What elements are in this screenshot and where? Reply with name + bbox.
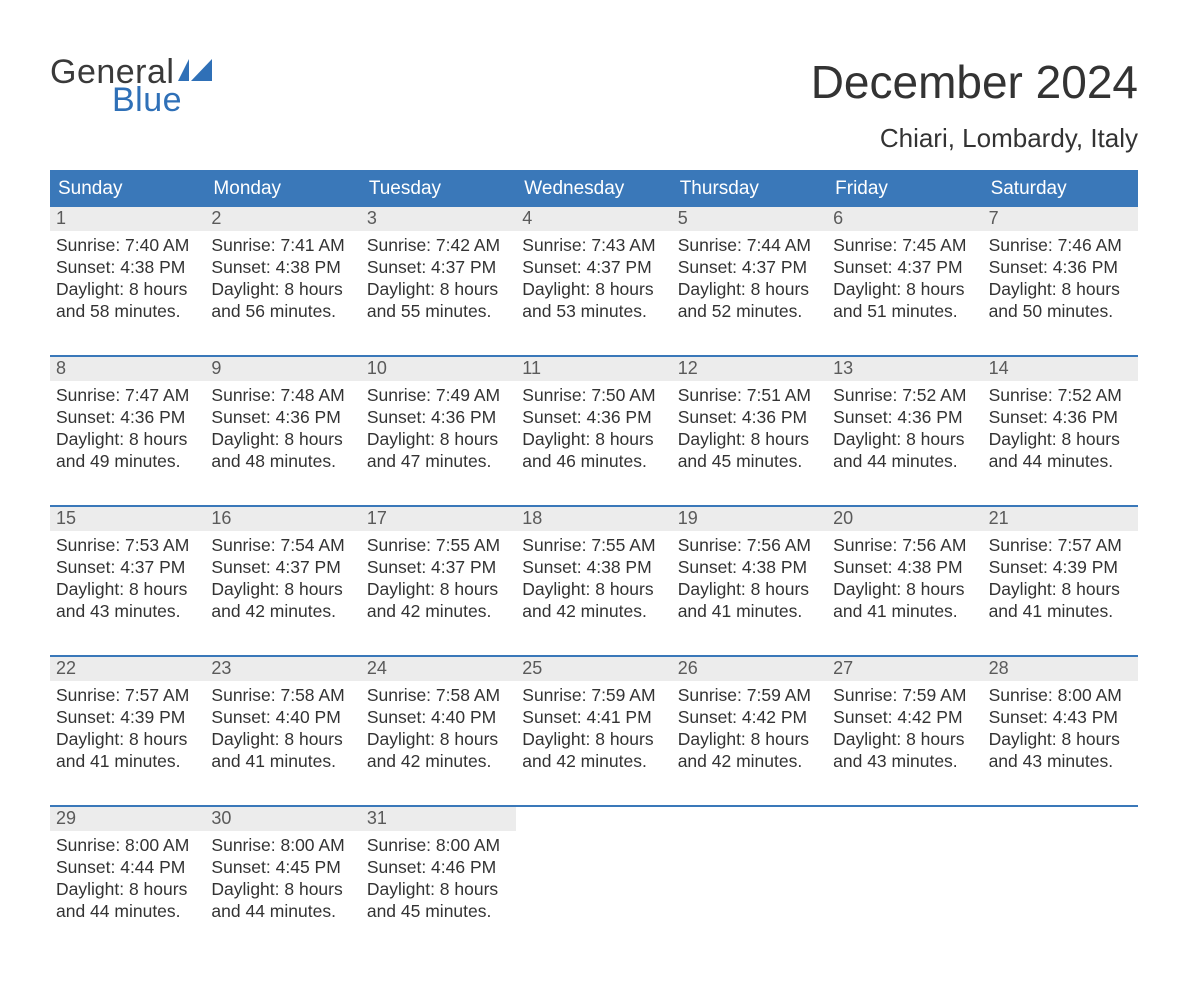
day-cell: Sunrise: 7:47 AMSunset: 4:36 PMDaylight:… (50, 381, 205, 491)
day-cell: Sunrise: 7:56 AMSunset: 4:38 PMDaylight:… (672, 531, 827, 641)
day-cell: Sunrise: 7:52 AMSunset: 4:36 PMDaylight:… (827, 381, 982, 491)
day-cell: Sunrise: 7:49 AMSunset: 4:36 PMDaylight:… (361, 381, 516, 491)
day-cell (516, 831, 671, 941)
day-cell: Sunrise: 8:00 AMSunset: 4:43 PMDaylight:… (983, 681, 1138, 791)
location-text: Chiari, Lombardy, Italy (811, 123, 1138, 154)
day-cell (983, 831, 1138, 941)
day-number: 23 (205, 657, 360, 681)
weekday-header: Tuesday (361, 172, 516, 207)
day-number: 27 (827, 657, 982, 681)
day-cell: Sunrise: 7:53 AMSunset: 4:37 PMDaylight:… (50, 531, 205, 641)
day-number: 21 (983, 507, 1138, 531)
day-number: 28 (983, 657, 1138, 681)
day-cell: Sunrise: 7:57 AMSunset: 4:39 PMDaylight:… (50, 681, 205, 791)
day-number: 22 (50, 657, 205, 681)
day-cell: Sunrise: 7:55 AMSunset: 4:38 PMDaylight:… (516, 531, 671, 641)
day-number: 29 (50, 807, 205, 831)
day-number: 12 (672, 357, 827, 381)
calendar-page: General Blue December 2024 Chiari, Lomba… (0, 0, 1188, 981)
weekday-header: Wednesday (516, 172, 671, 207)
day-cell: Sunrise: 7:59 AMSunset: 4:42 PMDaylight:… (827, 681, 982, 791)
day-cell: Sunrise: 7:58 AMSunset: 4:40 PMDaylight:… (361, 681, 516, 791)
day-cell: Sunrise: 8:00 AMSunset: 4:45 PMDaylight:… (205, 831, 360, 941)
day-cell: Sunrise: 7:58 AMSunset: 4:40 PMDaylight:… (205, 681, 360, 791)
day-cell: Sunrise: 7:41 AMSunset: 4:38 PMDaylight:… (205, 231, 360, 341)
day-number: 15 (50, 507, 205, 531)
logo: General Blue (50, 55, 212, 117)
logo-text-blue: Blue (112, 83, 212, 117)
weekday-header: Thursday (672, 172, 827, 207)
day-number: 9 (205, 357, 360, 381)
day-cell (827, 831, 982, 941)
day-cell: Sunrise: 7:48 AMSunset: 4:36 PMDaylight:… (205, 381, 360, 491)
day-number: 4 (516, 207, 671, 231)
day-cell: Sunrise: 7:55 AMSunset: 4:37 PMDaylight:… (361, 531, 516, 641)
day-number: 16 (205, 507, 360, 531)
week-separator (50, 641, 1138, 657)
day-number: 3 (361, 207, 516, 231)
day-number: 14 (983, 357, 1138, 381)
day-number (827, 807, 982, 831)
day-number: 19 (672, 507, 827, 531)
weekday-header: Sunday (50, 172, 205, 207)
flag-icon (178, 59, 212, 85)
day-cell: Sunrise: 7:51 AMSunset: 4:36 PMDaylight:… (672, 381, 827, 491)
day-cell: Sunrise: 7:52 AMSunset: 4:36 PMDaylight:… (983, 381, 1138, 491)
day-number: 8 (50, 357, 205, 381)
day-cell: Sunrise: 7:59 AMSunset: 4:41 PMDaylight:… (516, 681, 671, 791)
day-number: 31 (361, 807, 516, 831)
week-separator (50, 491, 1138, 507)
day-number: 24 (361, 657, 516, 681)
day-cell: Sunrise: 7:59 AMSunset: 4:42 PMDaylight:… (672, 681, 827, 791)
day-number: 10 (361, 357, 516, 381)
day-number: 26 (672, 657, 827, 681)
day-number: 17 (361, 507, 516, 531)
day-cell: Sunrise: 7:56 AMSunset: 4:38 PMDaylight:… (827, 531, 982, 641)
weekday-header: Saturday (983, 172, 1138, 207)
day-number: 6 (827, 207, 982, 231)
day-cell: Sunrise: 7:57 AMSunset: 4:39 PMDaylight:… (983, 531, 1138, 641)
day-number: 25 (516, 657, 671, 681)
day-cell: Sunrise: 8:00 AMSunset: 4:46 PMDaylight:… (361, 831, 516, 941)
day-cell: Sunrise: 8:00 AMSunset: 4:44 PMDaylight:… (50, 831, 205, 941)
day-number: 30 (205, 807, 360, 831)
day-cell: Sunrise: 7:43 AMSunset: 4:37 PMDaylight:… (516, 231, 671, 341)
day-cell: Sunrise: 7:45 AMSunset: 4:37 PMDaylight:… (827, 231, 982, 341)
title-block: December 2024 Chiari, Lombardy, Italy (811, 55, 1138, 154)
month-title: December 2024 (811, 55, 1138, 109)
week-separator (50, 341, 1138, 357)
day-number: 5 (672, 207, 827, 231)
day-number (516, 807, 671, 831)
day-number (672, 807, 827, 831)
calendar-grid: SundayMondayTuesdayWednesdayThursdayFrid… (50, 170, 1138, 941)
week-separator (50, 791, 1138, 807)
day-number: 7 (983, 207, 1138, 231)
day-cell: Sunrise: 7:54 AMSunset: 4:37 PMDaylight:… (205, 531, 360, 641)
day-cell: Sunrise: 7:44 AMSunset: 4:37 PMDaylight:… (672, 231, 827, 341)
day-number: 11 (516, 357, 671, 381)
day-number: 18 (516, 507, 671, 531)
weekday-header: Monday (205, 172, 360, 207)
day-cell: Sunrise: 7:46 AMSunset: 4:36 PMDaylight:… (983, 231, 1138, 341)
day-cell: Sunrise: 7:40 AMSunset: 4:38 PMDaylight:… (50, 231, 205, 341)
weekday-header: Friday (827, 172, 982, 207)
day-number: 13 (827, 357, 982, 381)
day-number: 1 (50, 207, 205, 231)
day-cell (672, 831, 827, 941)
day-cell: Sunrise: 7:50 AMSunset: 4:36 PMDaylight:… (516, 381, 671, 491)
header-row: General Blue December 2024 Chiari, Lomba… (50, 55, 1138, 154)
day-cell: Sunrise: 7:42 AMSunset: 4:37 PMDaylight:… (361, 231, 516, 341)
day-number: 2 (205, 207, 360, 231)
day-number (983, 807, 1138, 831)
day-number: 20 (827, 507, 982, 531)
